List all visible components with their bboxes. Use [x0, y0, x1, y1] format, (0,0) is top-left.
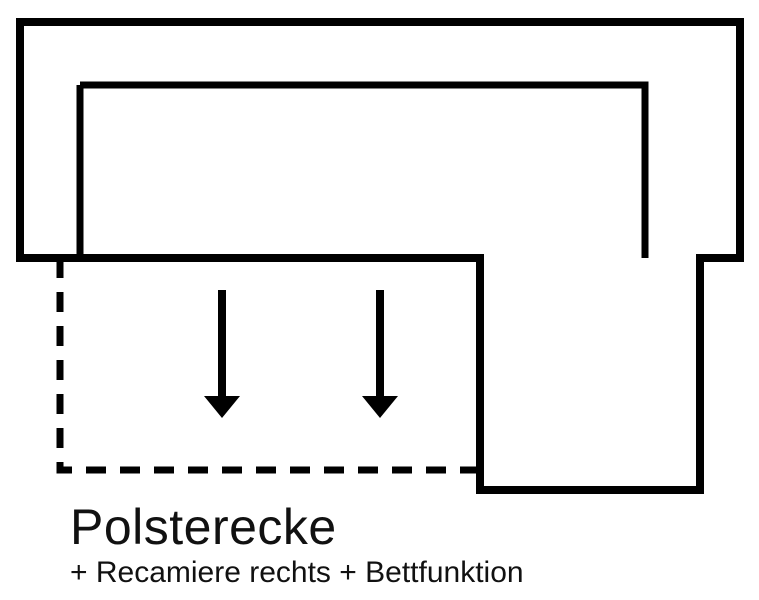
diagram-title: Polsterecke	[70, 498, 337, 556]
diagram-subtitle: + Recamiere rechts + Bettfunktion	[70, 556, 524, 590]
diagram-canvas: Polsterecke + Recamiere rechts + Bettfun…	[0, 0, 759, 600]
